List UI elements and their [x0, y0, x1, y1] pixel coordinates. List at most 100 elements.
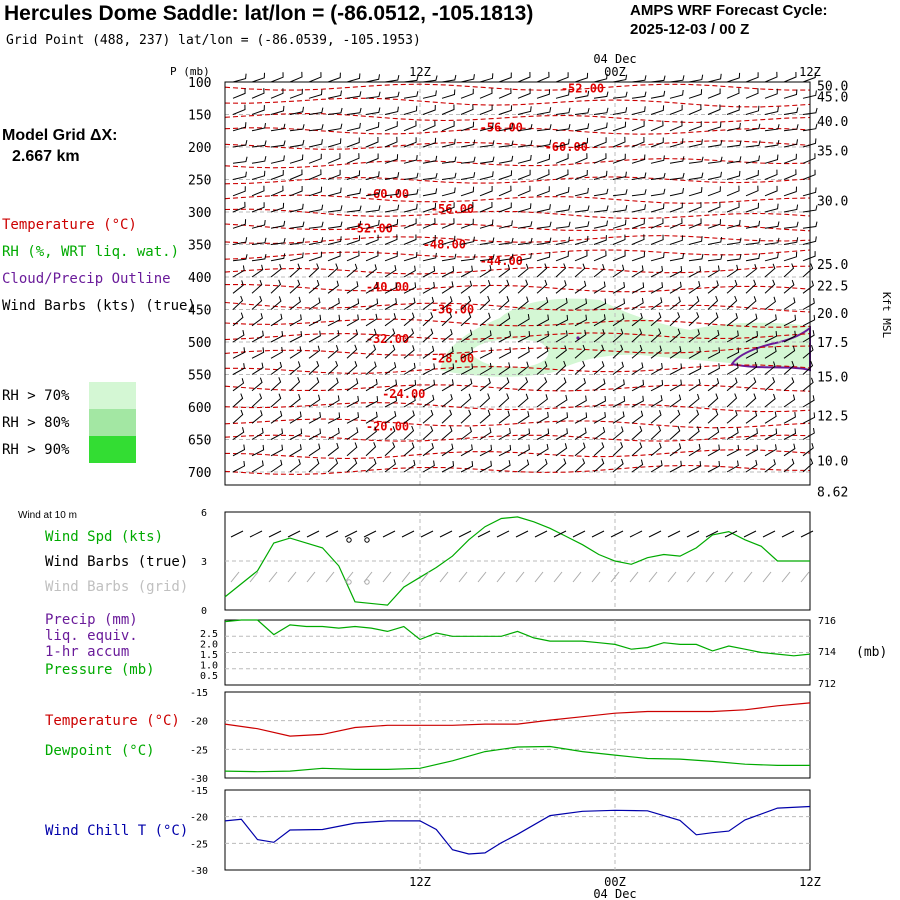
wind-barb — [403, 362, 416, 375]
wind-barb — [327, 377, 339, 392]
wind-barb — [802, 330, 815, 343]
wind-barb — [422, 104, 436, 115]
precip-tick: 2.0 — [200, 640, 218, 651]
wind-barb — [365, 344, 377, 359]
sounding-right-axis-label: Kft MSL — [880, 292, 893, 339]
wind-barb — [251, 105, 265, 115]
pressure-tick: 714 — [818, 647, 836, 658]
wind-barb — [270, 393, 282, 408]
wind-barb — [745, 393, 757, 408]
wind-barb — [365, 188, 381, 197]
wind-barb — [460, 254, 476, 262]
wind-barb — [270, 459, 283, 473]
wind-barb-true — [515, 530, 529, 538]
wind-barb — [555, 314, 569, 327]
cloud-dot — [576, 336, 580, 340]
legend-pressure: Pressure (mb) — [45, 662, 155, 678]
wind-barb — [270, 105, 285, 115]
wind-barb-true — [572, 530, 586, 538]
wind-barb — [555, 297, 568, 310]
wind-barb — [688, 329, 700, 343]
wind-barb — [764, 393, 776, 408]
wind-barb — [612, 361, 624, 375]
wind-barb — [479, 393, 491, 408]
wind-barb — [764, 346, 777, 359]
wind-barb — [726, 444, 740, 457]
wind-barb — [460, 172, 476, 180]
wind-barb — [764, 279, 776, 294]
legend-temperature: Temperature (°C) — [2, 217, 137, 233]
wind-barb — [422, 312, 434, 327]
wind-barb-true — [591, 530, 605, 538]
wind-barb-true — [439, 530, 453, 538]
windchill-tick: -15 — [190, 786, 208, 797]
wind-barb — [764, 71, 778, 83]
wind-barb — [308, 251, 323, 262]
wind-barb — [441, 266, 455, 278]
wind-barb — [517, 154, 532, 164]
wind-barb — [745, 377, 757, 392]
wind-barb — [764, 331, 778, 343]
wind-barb — [745, 202, 759, 213]
wind-barb — [631, 204, 646, 213]
wind-barb — [555, 72, 569, 83]
wind-barb — [536, 107, 552, 115]
wind-barb — [384, 91, 400, 99]
wind-barb — [346, 442, 358, 457]
wind-barb — [555, 377, 567, 392]
wind-barb — [403, 379, 417, 392]
wind-barb — [612, 136, 626, 148]
wind-barb — [460, 280, 473, 294]
wind-barb — [688, 104, 702, 115]
wind-barb — [517, 71, 531, 83]
wind-barb — [270, 185, 284, 197]
wind-barb — [308, 428, 322, 440]
wind-barb-true — [325, 530, 339, 538]
wind-barb — [498, 444, 512, 457]
wind-barb — [726, 88, 740, 99]
wind-barb — [289, 393, 301, 408]
wind-barb — [498, 377, 510, 392]
wind-barb — [346, 188, 362, 197]
isotherm-line — [224, 265, 811, 275]
wind-barb — [631, 251, 645, 262]
wind-barb — [460, 236, 475, 245]
wind-barb — [308, 237, 324, 245]
wind-barb — [726, 295, 738, 310]
wind-barb — [289, 186, 303, 197]
isotherm-line — [224, 208, 811, 220]
wind-barb-grid — [401, 571, 411, 583]
wind-barb — [327, 345, 339, 359]
pressure-axis-label: (mb) — [856, 645, 887, 660]
wind-barb — [308, 204, 324, 213]
grid-point-subtitle: Grid Point (488, 237) lat/lon = (-86.053… — [6, 33, 421, 48]
wind-barb — [612, 91, 628, 99]
wind-barb — [764, 444, 777, 457]
wind-barb — [479, 88, 493, 99]
wind-speed-line — [224, 516, 810, 606]
wind-barb — [517, 203, 532, 213]
wind-barb — [251, 347, 265, 359]
wind-barb — [536, 221, 552, 229]
wind-barb — [593, 426, 606, 440]
isotherm-line — [224, 434, 811, 442]
legend-wind: Wind Barbs (kts) (true) — [2, 298, 196, 314]
wind-barb-grid — [667, 571, 677, 583]
wind-barb — [327, 280, 339, 294]
wind-barb — [441, 187, 456, 197]
windchill-tick: -25 — [190, 839, 208, 850]
wind-barb — [403, 105, 418, 115]
wind-barb — [232, 295, 244, 310]
wind-barb — [650, 363, 663, 375]
wind-barb — [403, 425, 415, 440]
wind-barb — [384, 154, 399, 164]
wind-barb — [479, 460, 492, 473]
wind-barb — [745, 185, 759, 197]
wind-barb — [308, 263, 320, 278]
wind-barb — [745, 253, 761, 262]
sounding-height-tick: 8.62 — [817, 486, 848, 501]
temperature-line — [224, 702, 811, 737]
wind-barb — [308, 443, 321, 457]
wind-barb — [479, 140, 495, 148]
wind-barb — [441, 89, 456, 99]
